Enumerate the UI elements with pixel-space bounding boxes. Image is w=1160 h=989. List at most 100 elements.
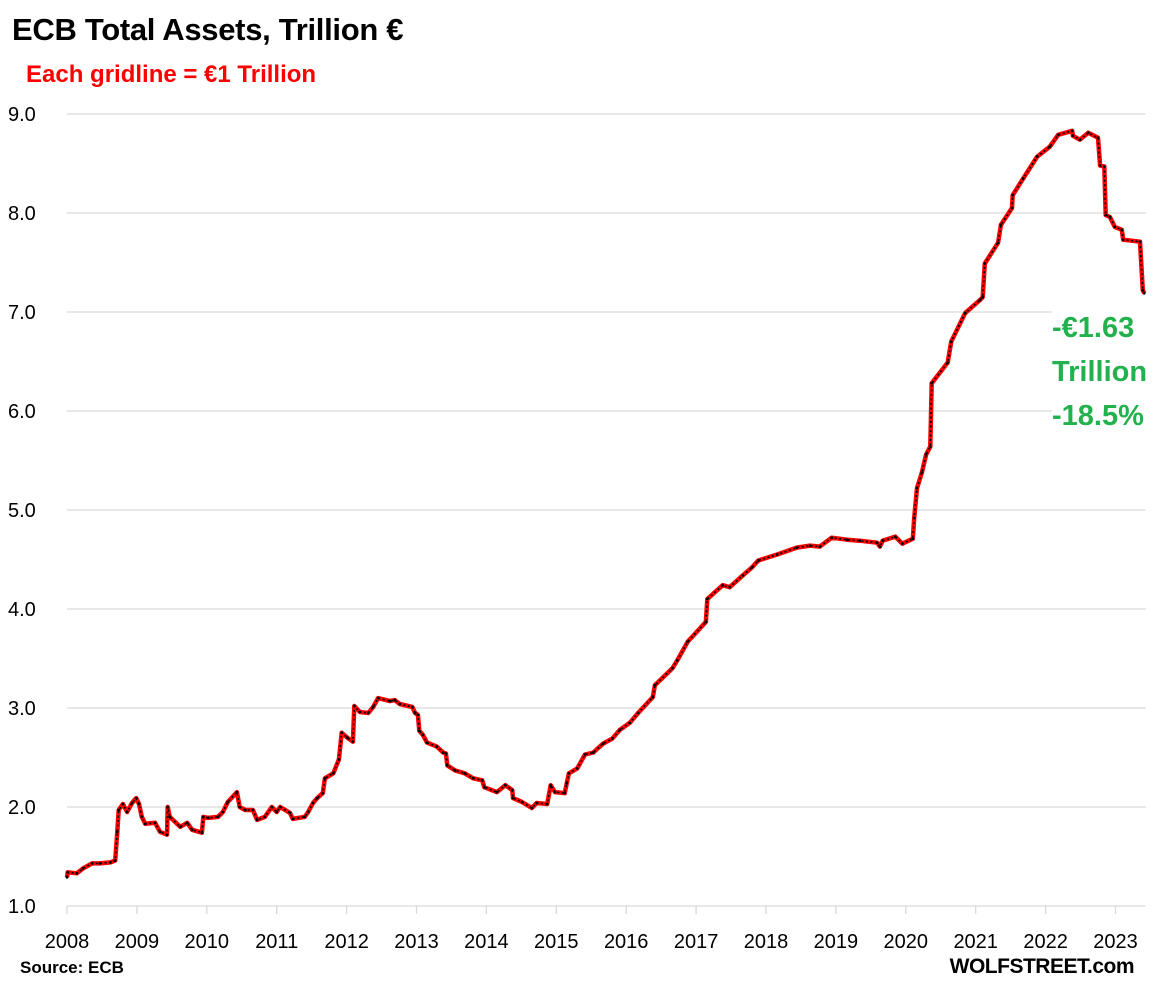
data-point	[1096, 136, 1100, 140]
data-point	[444, 752, 448, 755]
data-point	[545, 802, 549, 806]
data-point	[113, 859, 117, 862]
data-point	[263, 815, 267, 819]
data-point	[115, 830, 119, 834]
x-tick-label: 2010	[185, 931, 230, 953]
data-point	[352, 704, 356, 708]
x-tick-label: 2018	[744, 931, 789, 953]
data-point	[553, 790, 557, 794]
data-point	[1035, 155, 1039, 158]
data-point	[1113, 225, 1117, 229]
data-point	[978, 298, 982, 302]
data-point	[549, 783, 553, 787]
data-point	[243, 808, 247, 812]
data-point	[878, 545, 882, 549]
x-tick-label: 2015	[534, 931, 579, 953]
data-point	[1070, 129, 1074, 133]
data-point	[535, 801, 539, 805]
data-point	[1086, 131, 1090, 135]
data-point	[168, 815, 172, 819]
data-point	[165, 833, 169, 837]
data-point	[306, 810, 310, 814]
data-point	[721, 583, 725, 587]
x-tick-label: 2011	[255, 931, 298, 953]
data-point	[653, 683, 657, 687]
data-point	[1056, 133, 1060, 137]
data-point	[591, 751, 595, 754]
y-tick-label: 3.0	[8, 698, 36, 720]
data-point	[563, 791, 567, 795]
data-point	[610, 737, 614, 741]
data-point	[90, 862, 94, 865]
y-tick-label: 4.0	[8, 599, 36, 621]
annotation-percent: -18.5%	[1052, 400, 1144, 432]
data-point	[206, 816, 210, 820]
data-point	[565, 781, 569, 785]
data-point	[303, 815, 307, 819]
y-tick-label: 5.0	[8, 500, 36, 522]
y-tick-label: 6.0	[8, 401, 36, 423]
data-point	[900, 542, 904, 546]
data-point	[686, 640, 690, 644]
y-tick-label: 1.0	[8, 896, 36, 918]
chart-title: ECB Total Assets, Trillion €	[12, 12, 404, 47]
data-point	[255, 818, 259, 822]
annotation-unit: Trillion	[1052, 356, 1148, 388]
data-point	[808, 544, 812, 548]
data-point	[1010, 206, 1014, 210]
data-point	[311, 801, 315, 805]
data-point	[1108, 215, 1112, 219]
data-point	[750, 566, 754, 569]
data-point	[137, 802, 141, 806]
data-point	[275, 810, 279, 814]
data-point	[66, 870, 70, 874]
data-point	[999, 223, 1003, 227]
data-point	[728, 585, 732, 589]
x-tick-label: 2017	[674, 931, 719, 953]
data-point	[134, 796, 138, 800]
data-point	[1078, 138, 1082, 142]
data-point	[636, 711, 640, 715]
data-point	[471, 776, 475, 780]
data-point	[371, 705, 375, 709]
data-point	[98, 862, 102, 865]
data-point	[510, 788, 514, 792]
data-point	[358, 710, 362, 714]
data-point	[981, 295, 985, 299]
data-point	[915, 486, 919, 490]
data-point	[337, 758, 341, 761]
data-point	[482, 785, 486, 789]
data-point	[1098, 164, 1102, 167]
x-tick-label: 2023	[1093, 931, 1138, 953]
data-point	[949, 340, 953, 344]
data-point	[153, 821, 157, 825]
data-point	[946, 361, 950, 364]
y-tick-label: 2.0	[8, 797, 36, 819]
data-point	[117, 808, 121, 812]
data-point	[1141, 288, 1145, 292]
data-point	[503, 783, 507, 787]
data-point	[1011, 193, 1015, 197]
data-point	[704, 620, 708, 624]
data-point	[1021, 176, 1025, 180]
x-tick-label: 2020	[884, 931, 929, 953]
data-point	[417, 729, 421, 733]
x-tick-label: 2022	[1023, 931, 1068, 953]
data-point	[520, 800, 524, 804]
y-tick-label: 9.0	[8, 104, 36, 126]
data-point	[1138, 240, 1142, 244]
data-point	[75, 871, 79, 875]
data-point	[278, 805, 282, 809]
data-point	[858, 539, 862, 543]
data-point	[421, 733, 425, 737]
data-point	[601, 742, 605, 746]
data-point	[795, 546, 799, 550]
series-markers-line	[66, 130, 1145, 878]
data-point	[130, 801, 134, 805]
data-point	[425, 741, 429, 745]
data-point	[1104, 213, 1108, 217]
data-point	[270, 805, 274, 809]
data-point	[441, 751, 445, 754]
data-point	[575, 766, 579, 770]
data-point	[567, 771, 571, 775]
